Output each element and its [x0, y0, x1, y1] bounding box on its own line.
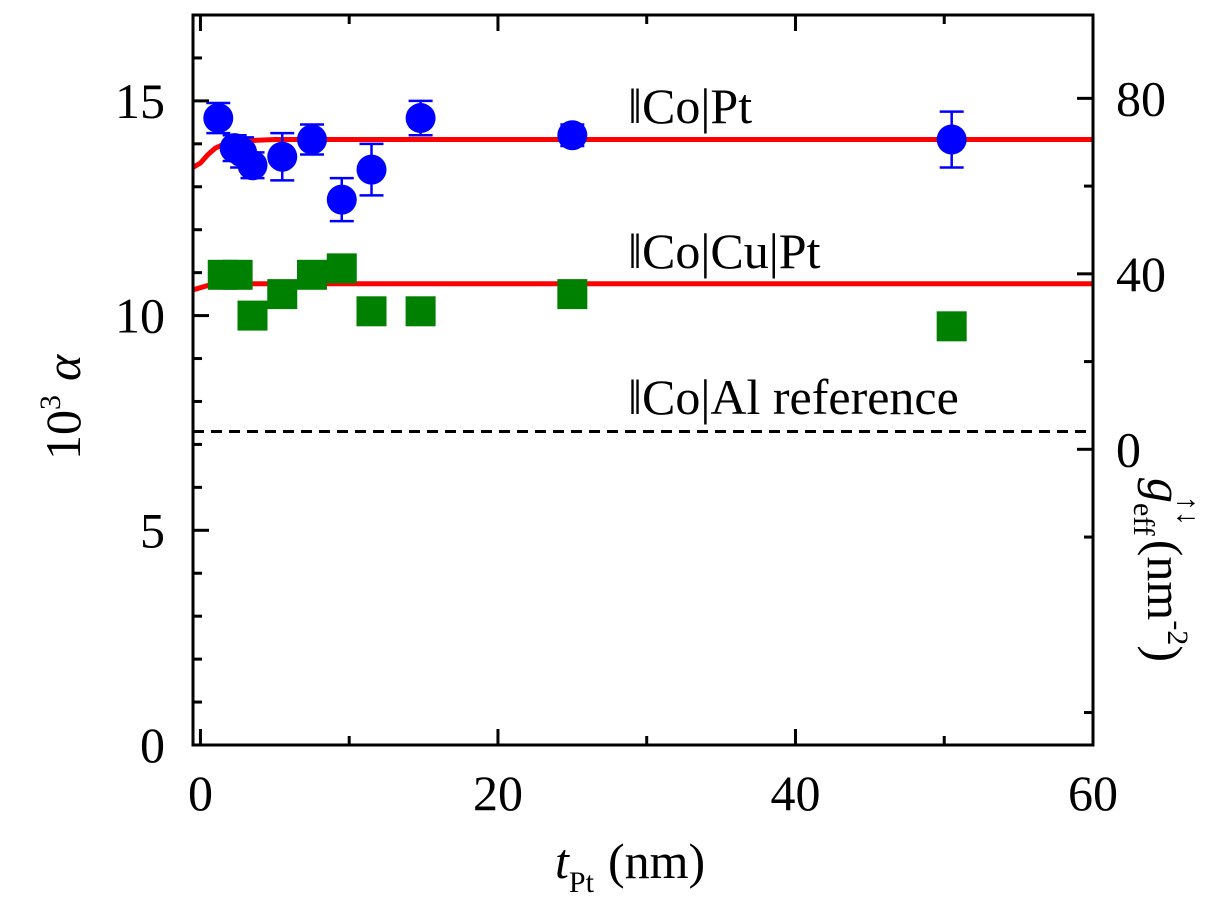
y2-tick-label: 80 — [1116, 70, 1166, 126]
y-tick-label: 15 — [115, 73, 165, 129]
marker-square — [237, 300, 268, 331]
marker-circle — [267, 141, 298, 172]
data-point-co-cu-pt — [557, 279, 588, 310]
data-point-co-cu-pt — [356, 296, 387, 327]
x-axis-label: tPt (nm) — [555, 833, 705, 899]
marker-circle — [936, 124, 967, 155]
plot-frame — [191, 13, 1095, 747]
data-point-co-pt — [237, 150, 268, 181]
marker-circle — [203, 103, 234, 134]
marker-circle — [297, 124, 328, 155]
y2-tick-label: 0 — [1116, 421, 1141, 477]
marker-square — [936, 311, 967, 342]
marker-square — [405, 296, 436, 327]
y-tick-label: 5 — [140, 502, 165, 558]
marker-circle — [356, 154, 387, 185]
y2-axis-label: geff ↑↓(nm-2) — [1127, 478, 1204, 662]
data-point-co-pt — [326, 176, 357, 223]
y-tick-label: 10 — [115, 288, 165, 344]
data-point-co-cu-pt — [326, 253, 357, 284]
marker-square — [356, 296, 387, 327]
axis-ticks — [193, 15, 1095, 747]
x-tick-label: 60 — [1068, 765, 1118, 821]
data-point-co-cu-pt — [267, 279, 298, 310]
data-point-co-cu-pt — [936, 311, 967, 342]
marker-square — [297, 259, 328, 290]
y-tick-label: 0 — [140, 717, 165, 773]
data-point-co-pt — [405, 99, 436, 137]
marker-square — [326, 253, 357, 284]
data-point-co-pt — [557, 120, 588, 151]
data-point-co-cu-pt — [237, 300, 268, 331]
x-tick-label: 0 — [188, 765, 213, 821]
x-tick-label: 20 — [473, 765, 523, 821]
marker-circle — [557, 120, 588, 151]
data-point-co-pt — [356, 142, 387, 197]
y-axis-label: 103α — [34, 353, 91, 460]
plot-markers — [203, 99, 967, 342]
y2-tick-label: 40 — [1116, 246, 1166, 302]
data-point-co-cu-pt — [405, 296, 436, 327]
data-point-co-pt — [297, 123, 328, 156]
x-tick-label: 40 — [770, 765, 820, 821]
data-point-co-cu-pt — [297, 259, 328, 290]
marker-square — [557, 279, 588, 310]
fit-line-2 — [192, 281, 1093, 293]
data-point-co-pt — [203, 101, 234, 135]
data-point-co-pt — [267, 131, 298, 182]
tick-labels: 0 20 40 60 0 5 10 15 0 40 80 — [115, 70, 1166, 821]
marker-circle — [237, 150, 268, 181]
marker-circle — [326, 184, 357, 215]
annotation-co-al-reference: ‖Co|Al reference — [628, 369, 959, 425]
data-point-co-pt — [936, 110, 967, 169]
marker-circle — [405, 103, 436, 134]
marker-square — [267, 279, 298, 310]
data-point-co-cu-pt — [222, 259, 253, 290]
marker-square — [222, 259, 253, 290]
annotation-co-cu-pt: ‖Co|Cu|Pt — [628, 223, 821, 279]
annotation-co-pt: ‖Co|Pt — [628, 78, 752, 134]
